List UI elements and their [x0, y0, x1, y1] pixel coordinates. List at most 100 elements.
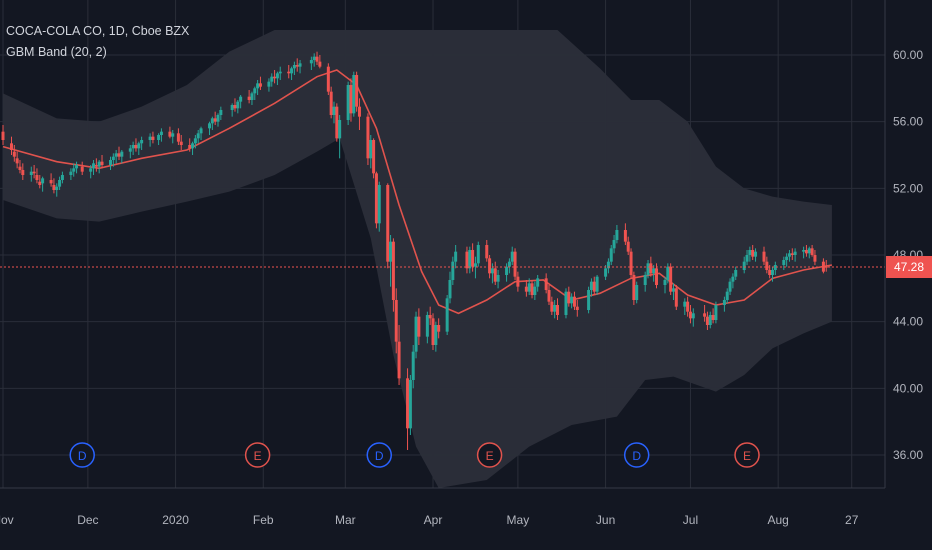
candle-body: [236, 101, 240, 109]
x-tick-label: Dec: [77, 513, 98, 527]
x-tick-label: Feb: [253, 513, 274, 527]
candle-body: [468, 250, 472, 269]
candle-body: [312, 56, 316, 60]
candle-body: [199, 128, 203, 134]
y-tick-label: 36.00: [893, 448, 923, 462]
candle-body: [196, 133, 200, 139]
candle-body: [507, 261, 511, 267]
x-tick-label: Jun: [596, 513, 615, 527]
candle-body: [80, 166, 84, 172]
candle-body: [686, 301, 690, 312]
candle-body: [731, 276, 735, 282]
candle-body: [428, 315, 432, 319]
candle-body: [89, 168, 93, 172]
candle-body: [810, 248, 814, 255]
candle-body: [100, 161, 104, 165]
candle-body: [473, 263, 477, 267]
candle-body: [646, 263, 650, 275]
candle-body: [369, 140, 373, 159]
candle-body: [309, 60, 313, 64]
candle-body: [140, 140, 144, 144]
candle-body: [210, 118, 214, 124]
candle-body: [357, 106, 361, 117]
x-tick-label: 27: [845, 513, 859, 527]
y-tick-label: 44.00: [893, 315, 923, 329]
candle-body: [629, 251, 633, 275]
candle-body: [623, 230, 627, 242]
dividend-marker: [366, 442, 393, 468]
candle-body: [377, 185, 381, 224]
candle-body: [21, 170, 25, 175]
candle-body: [821, 261, 825, 272]
candle-body: [824, 266, 828, 268]
candle-body: [49, 180, 53, 184]
candle-body: [258, 83, 262, 87]
candle-body: [770, 270, 774, 275]
candle-body: [406, 378, 410, 429]
candle-body: [451, 261, 455, 280]
candle-body: [230, 105, 234, 110]
candle-body: [12, 151, 16, 157]
candle-body: [332, 106, 336, 115]
candle-body: [524, 286, 528, 292]
candle-body: [612, 240, 616, 249]
candle-body: [448, 280, 452, 299]
candle-body: [131, 145, 135, 149]
candle-body: [55, 186, 59, 190]
candle-body: [391, 241, 395, 300]
last-price-badge: [886, 256, 932, 278]
candle-body: [295, 65, 299, 67]
y-tick-label: 40.00: [893, 381, 923, 395]
candle-body: [397, 341, 401, 379]
candle-body: [374, 173, 378, 224]
candle-body: [179, 141, 183, 145]
candle-body: [233, 105, 237, 109]
candle-body: [111, 156, 115, 160]
candle-body: [287, 71, 291, 74]
candle-body: [60, 175, 64, 180]
candle-body: [671, 288, 675, 292]
candle-body: [1, 131, 5, 140]
x-tick-label: Nov: [0, 513, 14, 527]
candle-body: [748, 250, 752, 255]
candle-body: [159, 131, 163, 135]
candle-body: [389, 241, 393, 262]
candle-body: [267, 81, 271, 87]
candle-body: [745, 255, 749, 262]
candle-body: [151, 136, 155, 140]
candle-body: [9, 143, 13, 150]
candle-body: [434, 325, 438, 345]
y-tick-label: 60.00: [893, 48, 923, 62]
candle-body: [688, 311, 692, 319]
candle-body: [768, 270, 772, 275]
candle-body: [663, 280, 667, 285]
candle-body: [326, 66, 330, 92]
candle-body: [476, 245, 480, 264]
candle-body: [128, 148, 132, 152]
candle-body: [219, 110, 223, 115]
candle-body: [505, 266, 509, 275]
candle-body: [555, 305, 559, 315]
candle-body: [615, 230, 619, 240]
dividend-marker-label: D: [375, 449, 384, 463]
candle-body: [711, 315, 715, 320]
candle-body: [465, 251, 469, 269]
candle-body: [32, 171, 36, 174]
candle-body: [632, 275, 636, 300]
candle-body: [425, 315, 429, 337]
candle-body: [485, 245, 489, 259]
candle-body: [247, 96, 251, 100]
candle-body: [372, 140, 376, 174]
dividend-marker-label: D: [632, 449, 641, 463]
candle-body: [785, 256, 789, 260]
dividend-marker-label: D: [78, 449, 87, 463]
candle-body: [691, 313, 695, 319]
candle-body: [18, 166, 22, 170]
candle-body: [652, 268, 656, 274]
candle-body: [148, 136, 152, 140]
candle-body: [137, 143, 141, 149]
candle-body: [97, 161, 101, 167]
candle-body: [589, 281, 593, 290]
candle-body: [157, 135, 161, 140]
